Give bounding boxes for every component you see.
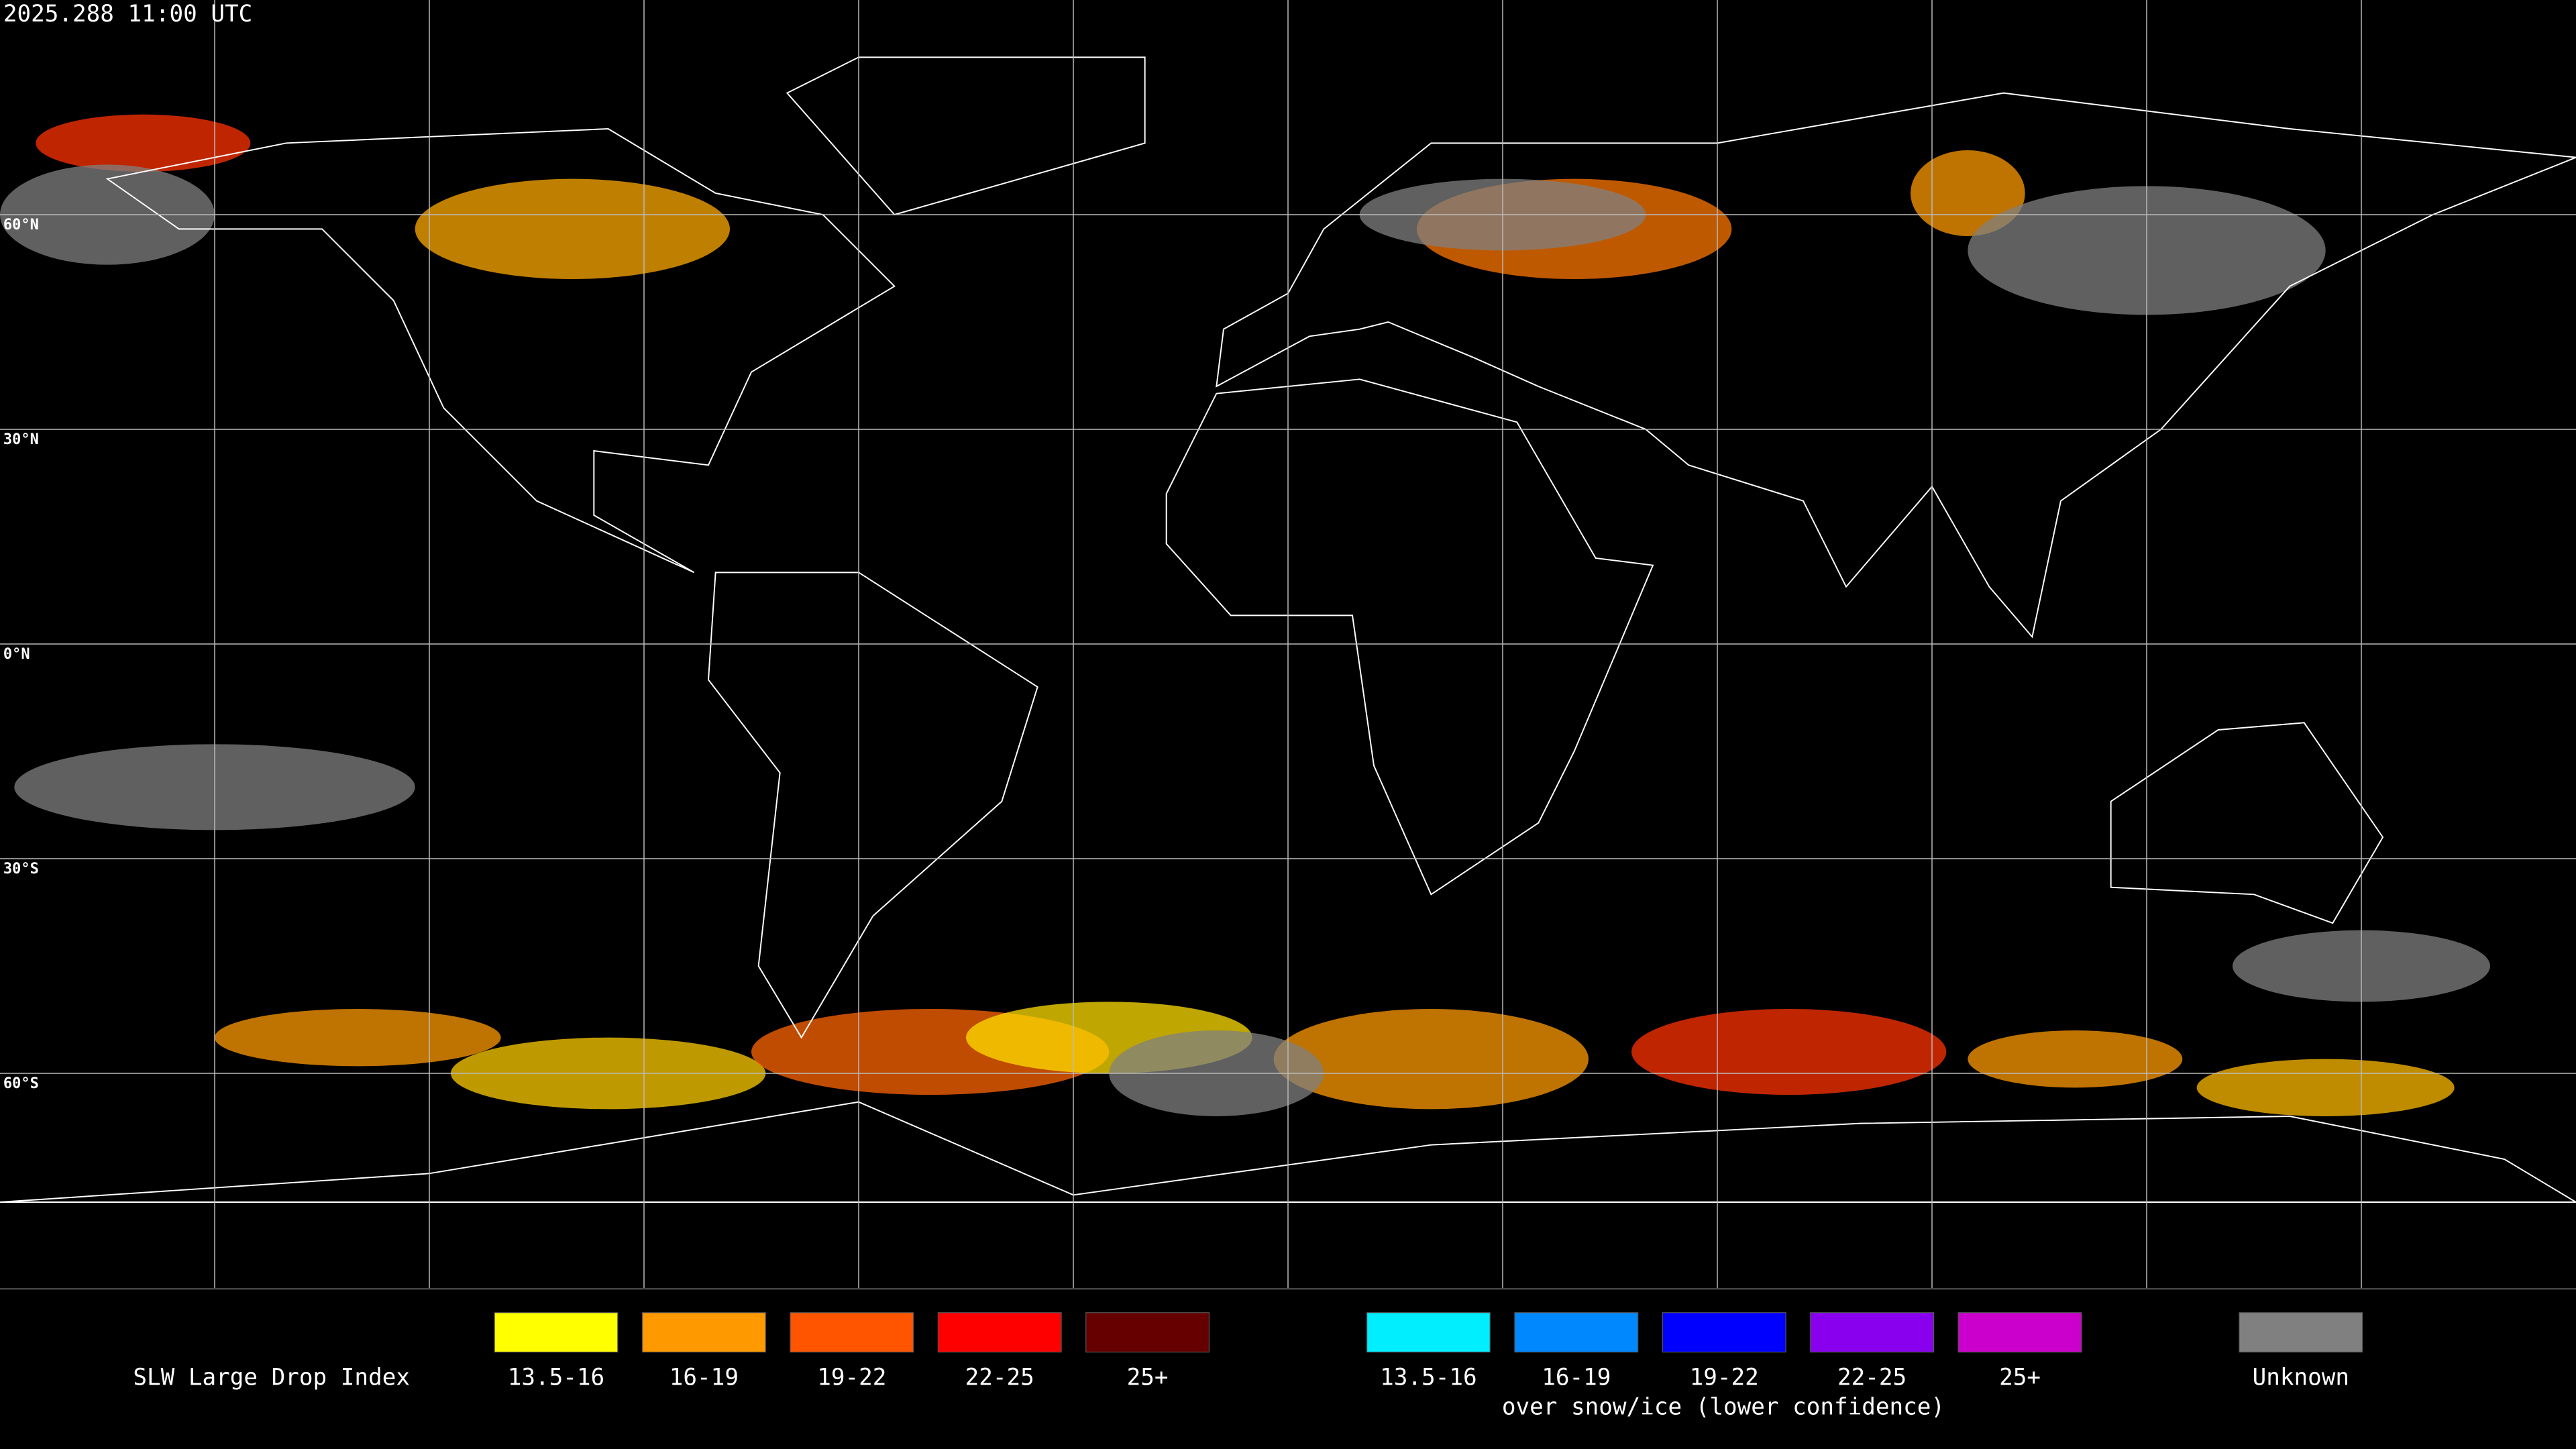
- legend-swatch: [2239, 1312, 2363, 1353]
- legend-label: 16-19: [1542, 1364, 1611, 1391]
- cloud-imagery: [415, 178, 730, 279]
- separator: [0, 1288, 2576, 1290]
- legend-title: SLW Large Drop Index: [133, 1364, 410, 1391]
- latitude-label: 30°N: [3, 431, 39, 448]
- legend-swatch: [1366, 1312, 1491, 1353]
- coastline: [1165, 378, 1654, 896]
- latitude-labels: 60°N 30°N 0°N 30°S 60°S: [3, 217, 39, 1092]
- coastline: [105, 128, 896, 574]
- legend-swatch: [1957, 1312, 2082, 1353]
- legend-label: 16-19: [669, 1364, 739, 1391]
- cloud-imagery: [2196, 1059, 2455, 1116]
- legend-swatch: [1662, 1312, 1786, 1353]
- timestamp: 2025.288 11:00 UTC: [3, 1, 252, 28]
- coastline: [786, 56, 1146, 216]
- cloud-imagery: [1273, 1008, 1589, 1110]
- latitude-label: 30°S: [3, 861, 39, 877]
- latitude-label: 0°N: [3, 646, 30, 663]
- graticule: [0, 0, 2576, 1288]
- legend-swatch: [494, 1312, 619, 1353]
- cloud-imagery: [1968, 1030, 2183, 1088]
- legend-label: 13.5-16: [1380, 1364, 1477, 1391]
- legend-swatch: [1085, 1312, 1210, 1353]
- legend-swatch: [790, 1312, 914, 1353]
- legend-label: 19-22: [817, 1364, 886, 1391]
- cloud-imagery: [36, 114, 251, 172]
- legend-swatch: [641, 1312, 766, 1353]
- coastline: [707, 572, 1038, 1039]
- cloud-imagery: [214, 1008, 501, 1067]
- legend-label: 22-25: [1837, 1364, 1907, 1391]
- snow-ice-note: over snow/ice (lower confidence): [1502, 1394, 1945, 1421]
- legend-label: 19-22: [1690, 1364, 1759, 1391]
- legend-swatch: [1514, 1312, 1639, 1353]
- legend-swatch: [1810, 1312, 1935, 1353]
- latitude-label: 60°N: [3, 217, 39, 233]
- legend-label: Unknown: [2253, 1364, 2349, 1391]
- legend-label: 25+: [1999, 1364, 2041, 1391]
- legend-label: 22-25: [965, 1364, 1034, 1391]
- legend-swatch: [937, 1312, 1062, 1353]
- latitude-label: 60°S: [3, 1075, 39, 1092]
- legend-label: 25+: [1127, 1364, 1169, 1391]
- cloud-imagery: [1631, 1008, 1947, 1095]
- legend-label: 13.5-16: [508, 1364, 604, 1391]
- coastline: [2110, 722, 2384, 924]
- coastline: [1216, 92, 2576, 639]
- legend: SLW Large Drop Index over snow/ice (lowe…: [133, 1312, 2363, 1421]
